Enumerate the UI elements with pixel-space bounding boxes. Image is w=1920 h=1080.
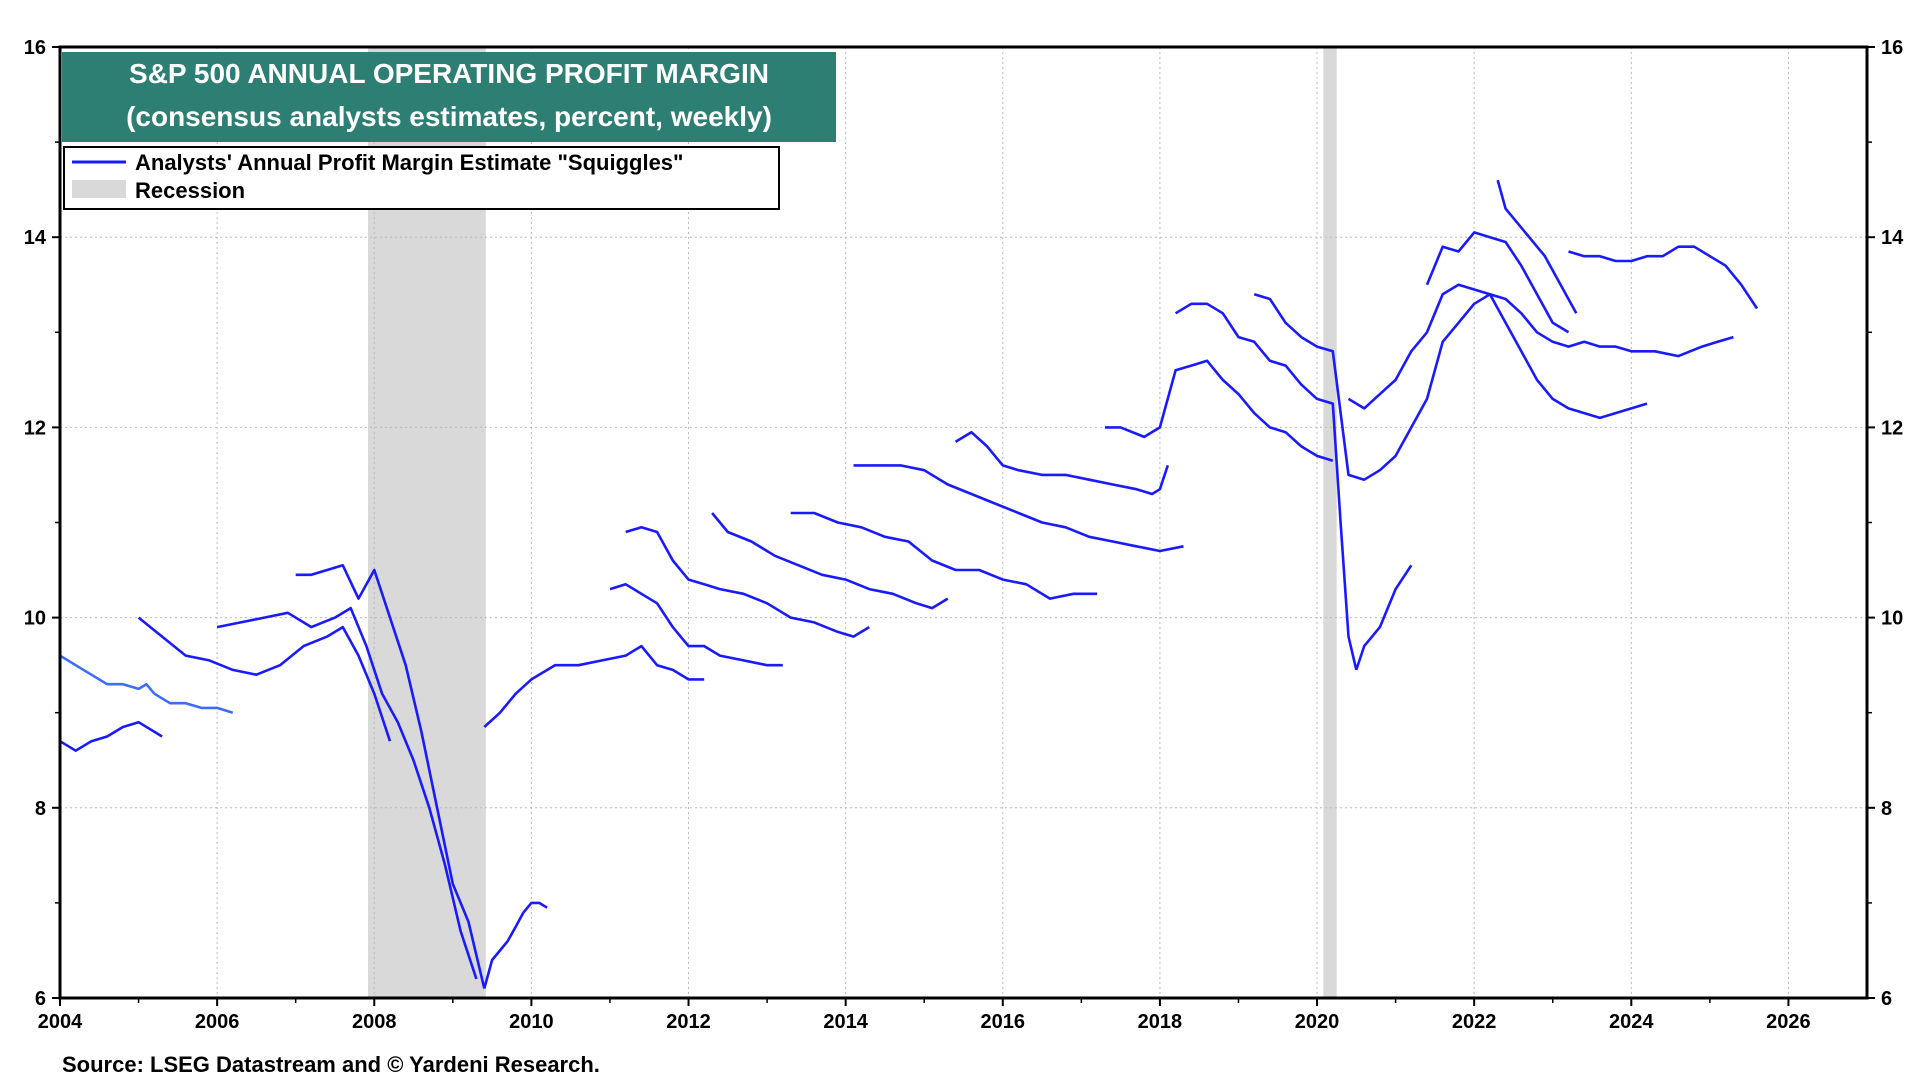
- series-line-10: [711, 512, 949, 610]
- y-right-tick-label-10: 10: [1881, 608, 1903, 630]
- series-line-15: [1174, 302, 1358, 671]
- series-line-9: [625, 525, 870, 638]
- legend-label-squiggles: Analysts' Annual Profit Margin Estimate …: [135, 150, 683, 175]
- y-left-tick-label-10: 10: [24, 608, 46, 630]
- y-left-tick-label-12: 12: [24, 417, 46, 439]
- series-line-2: [59, 720, 163, 753]
- x-tick-label-2008: 2008: [352, 1011, 397, 1033]
- x-tick-label-2020: 2020: [1295, 1011, 1340, 1033]
- y-left-tick-label-8: 8: [35, 798, 46, 820]
- y-left-tick-label-16: 16: [24, 37, 46, 59]
- y-right-tick-label-6: 6: [1881, 988, 1892, 1010]
- series-line-17: [1253, 292, 1648, 482]
- chart-subtitle: (consensus analysts estimates, percent, …: [126, 101, 772, 132]
- series-line-6: [483, 901, 548, 989]
- x-tick-label-2024: 2024: [1609, 1011, 1654, 1033]
- series-line-20: [1496, 179, 1578, 314]
- series-line-19: [1425, 231, 1570, 334]
- legend-label-recession: Recession: [135, 178, 245, 203]
- series-line-12: [853, 464, 1184, 553]
- series-line-13: [954, 430, 1170, 496]
- series-line-8: [609, 582, 783, 667]
- series-line-11: [790, 511, 1098, 600]
- x-tick-label-2022: 2022: [1452, 1011, 1497, 1033]
- series-line-16: [1355, 564, 1413, 671]
- series-line-21: [1568, 245, 1759, 310]
- series-line-18: [1347, 283, 1734, 410]
- title-box: [62, 52, 836, 142]
- legend-box: [63, 146, 780, 210]
- y-right-tick-label-12: 12: [1881, 417, 1903, 439]
- x-tick-label-2010: 2010: [509, 1011, 554, 1033]
- recession-band-1: [1323, 47, 1337, 998]
- axis-ticks: 2004 2006 2008 2010 2012 2014 2016 2018 2020 2022…: [24, 37, 1904, 1033]
- chart-title: S&P 500 ANNUAL OPERATING PROFIT MARGIN: [129, 58, 769, 89]
- series-line-4: [216, 606, 478, 980]
- x-tick-label-2012: 2012: [666, 1011, 711, 1033]
- series-lines: [59, 179, 1759, 989]
- y-left-tick-label-6: 6: [35, 988, 46, 1010]
- series-line-7: [483, 644, 705, 728]
- x-tick-label-2006: 2006: [195, 1011, 240, 1033]
- y-right-tick-label-16: 16: [1881, 37, 1903, 59]
- series-line-14: [1104, 359, 1334, 462]
- series-line-1: [153, 692, 234, 714]
- series-line-3: [137, 616, 392, 742]
- x-tick-label-2014: 2014: [823, 1011, 868, 1033]
- legend-recession-swatch: [72, 180, 126, 198]
- y-right-tick-label-14: 14: [1881, 227, 1904, 249]
- x-tick-label-2026: 2026: [1766, 1011, 1811, 1033]
- x-tick-label-2018: 2018: [1138, 1011, 1183, 1033]
- y-left-tick-label-14: 14: [24, 227, 47, 249]
- x-tick-label-2004: 2004: [38, 1011, 83, 1033]
- source-note: Source: LSEG Datastream and © Yardeni Re…: [62, 1052, 600, 1077]
- series-line-5: [295, 563, 486, 989]
- x-tick-label-2016: 2016: [981, 1011, 1026, 1033]
- series-line-0: [59, 654, 156, 695]
- y-right-tick-label-8: 8: [1881, 798, 1892, 820]
